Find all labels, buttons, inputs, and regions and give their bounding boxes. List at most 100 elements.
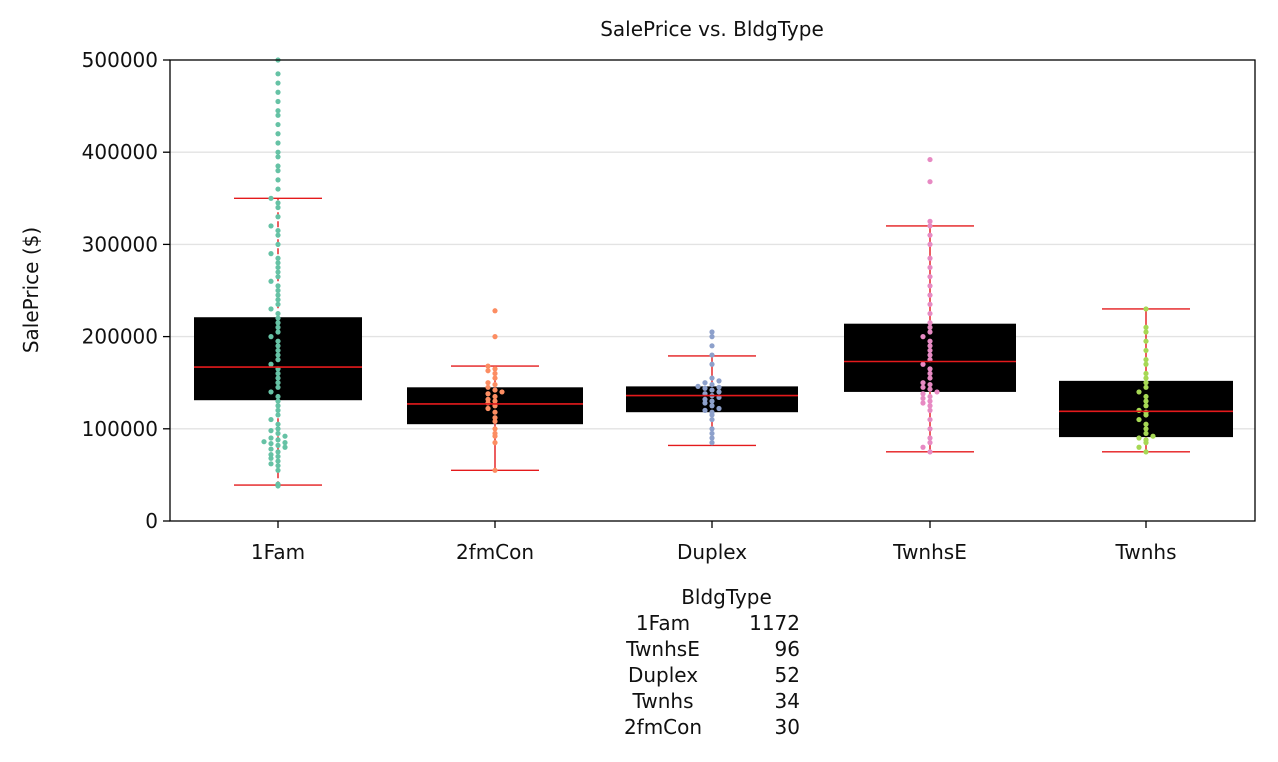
data-point (709, 430, 715, 437)
data-point (702, 385, 708, 391)
data-point (927, 218, 933, 224)
data-point (275, 370, 281, 377)
data-point (275, 121, 281, 128)
data-point (927, 156, 933, 163)
data-point (275, 200, 281, 206)
data-point (268, 428, 274, 434)
data-point (275, 352, 281, 358)
data-point (275, 380, 281, 386)
data-point (275, 241, 281, 247)
data-point (927, 416, 933, 423)
x-tick-label: Duplex (677, 540, 747, 564)
data-point (492, 426, 498, 432)
data-point (492, 398, 498, 404)
data-point (282, 440, 288, 446)
data-point (275, 140, 281, 146)
data-point (927, 241, 933, 247)
data-point (1136, 416, 1142, 423)
y-tick-label: 0 (145, 509, 158, 533)
data-point (275, 89, 281, 95)
data-point (275, 481, 281, 487)
data-point (709, 440, 715, 446)
data-point (709, 381, 715, 388)
data-point (920, 361, 926, 367)
data-point (927, 440, 933, 446)
x-tick-label: TwnhsE (892, 540, 967, 564)
count-value: 30 (774, 715, 800, 739)
data-point (492, 418, 498, 425)
data-point (927, 255, 933, 261)
data-point (499, 389, 505, 395)
count-row: 2fmCon 30 (600, 714, 830, 740)
data-point (927, 232, 933, 238)
data-point (927, 435, 933, 441)
data-point (275, 453, 281, 460)
data-point (927, 393, 933, 400)
data-point (275, 301, 281, 307)
count-category: Twnhs (632, 689, 694, 713)
data-point (268, 251, 274, 257)
data-point (709, 334, 715, 340)
data-point (275, 343, 281, 349)
data-point (485, 380, 491, 386)
data-point (275, 430, 281, 437)
data-point (920, 391, 926, 397)
data-point (1143, 398, 1149, 404)
data-point (927, 398, 933, 404)
x-tick-label: 2fmCon (456, 540, 534, 564)
data-point (485, 396, 491, 402)
data-point (275, 449, 281, 455)
data-point (927, 329, 933, 335)
data-point (275, 227, 281, 234)
count-row: 1Fam 1172 (600, 610, 830, 636)
data-point (275, 297, 281, 303)
data-point (920, 380, 926, 386)
data-point (927, 292, 933, 298)
data-point (492, 375, 498, 381)
data-point (709, 329, 715, 335)
data-point (695, 383, 701, 389)
data-point (1143, 426, 1149, 432)
data-point (275, 315, 281, 321)
data-point (268, 461, 274, 467)
data-point (275, 177, 281, 183)
data-point (492, 381, 498, 388)
data-point (492, 467, 498, 473)
data-point (268, 306, 274, 312)
data-point (485, 384, 491, 390)
data-point (275, 426, 281, 432)
data-point (920, 400, 926, 406)
data-point (275, 467, 281, 473)
data-point (268, 452, 274, 458)
data-point (275, 347, 281, 354)
data-point (275, 163, 281, 169)
data-point (275, 310, 281, 317)
data-point (485, 405, 491, 412)
data-point (275, 264, 281, 271)
data-point (709, 426, 715, 432)
data-point (702, 396, 708, 402)
data-point (709, 387, 715, 393)
data-point (716, 378, 722, 384)
data-point (275, 255, 281, 261)
data-point (275, 186, 281, 192)
data-point (268, 389, 274, 395)
data-point (1143, 357, 1149, 363)
data-point (702, 400, 708, 406)
data-point (268, 446, 274, 452)
data-point (716, 389, 722, 395)
data-point (1143, 384, 1149, 390)
data-point (1143, 437, 1149, 443)
data-point (927, 347, 933, 354)
data-point (1143, 370, 1149, 377)
x-tick-label: Twnhs (1114, 540, 1176, 564)
y-tick-label: 200000 (82, 325, 158, 349)
data-point (261, 439, 267, 445)
data-point (275, 204, 281, 211)
data-point (275, 274, 281, 280)
data-point (275, 403, 281, 409)
data-point (1143, 393, 1149, 400)
data-point (492, 415, 498, 421)
data-point (485, 363, 491, 369)
